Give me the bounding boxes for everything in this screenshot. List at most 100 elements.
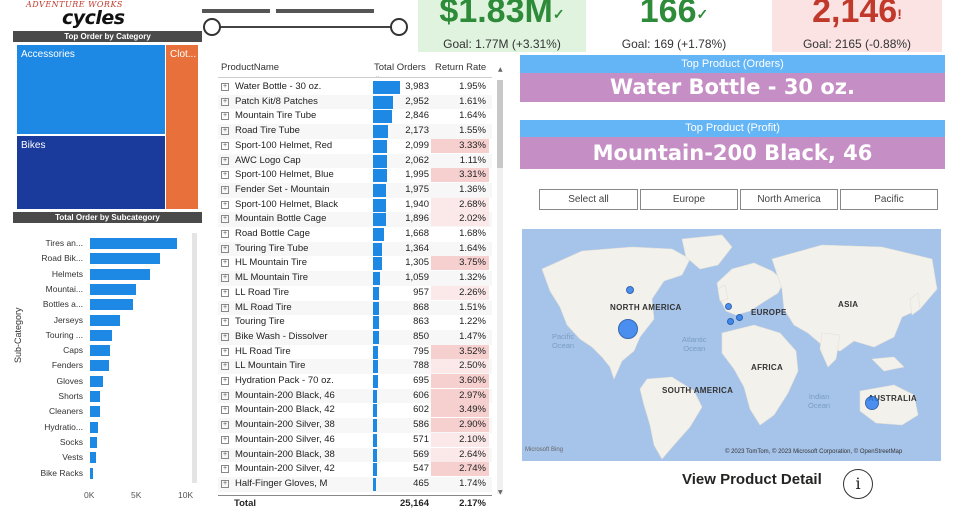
- subcategory-bar[interactable]: [90, 391, 101, 402]
- subcategory-bar[interactable]: [90, 238, 178, 249]
- expand-icon[interactable]: +: [221, 391, 229, 400]
- expand-icon[interactable]: +: [221, 450, 229, 459]
- expand-icon[interactable]: +: [221, 259, 229, 268]
- scrollbar-thumb[interactable]: [497, 80, 503, 168]
- table-row[interactable]: + Mountain-200 Silver, 38 586 2.90%: [218, 418, 492, 433]
- treemap-tile-accessories[interactable]: Accessories: [17, 45, 165, 134]
- treemap-tile-bikes[interactable]: Bikes: [17, 136, 165, 209]
- scroll-up-icon[interactable]: ▲: [498, 66, 503, 73]
- col-header-orders[interactable]: Total Orders: [374, 62, 426, 73]
- expand-icon[interactable]: +: [221, 347, 229, 356]
- table-row[interactable]: + Half-Finger Gloves, M 465 1.74%: [218, 476, 492, 492]
- expand-icon[interactable]: +: [221, 332, 229, 341]
- date-range-slider-track[interactable]: [205, 26, 401, 28]
- map-bubble-france[interactable]: [727, 318, 734, 325]
- region-select-all[interactable]: Select all: [539, 189, 638, 210]
- table-row[interactable]: + HL Mountain Tire 1,305 3.75%: [218, 256, 492, 271]
- expand-icon[interactable]: +: [221, 377, 229, 385]
- scroll-down-icon[interactable]: ▼: [498, 489, 503, 496]
- expand-icon[interactable]: +: [221, 97, 229, 106]
- subcategory-bar[interactable]: [90, 360, 109, 372]
- expand-icon[interactable]: +: [221, 127, 229, 136]
- slider-end-handle[interactable]: [390, 18, 408, 36]
- info-icon[interactable]: i: [843, 469, 873, 499]
- expand-icon[interactable]: +: [221, 362, 229, 371]
- treemap-tile-clothing[interactable]: Clot...: [166, 45, 198, 209]
- subcategory-bar[interactable]: [90, 253, 161, 265]
- table-row[interactable]: + HL Road Tire 795 3.52%: [218, 344, 492, 360]
- table-row[interactable]: + Patch Kit/8 Patches 2,952 1.61%: [218, 94, 492, 110]
- subcategory-bar[interactable]: [90, 314, 121, 326]
- table-row[interactable]: + Mountain-200 Silver, 42 547 2.74%: [218, 462, 492, 477]
- view-product-detail-button[interactable]: View Product Detail: [682, 471, 822, 488]
- table-row[interactable]: + Sport-100 Helmet, Blue 1,995 3.31%: [218, 168, 492, 183]
- col-header-return[interactable]: Return Rate: [435, 62, 487, 73]
- subcategory-bar[interactable]: [90, 329, 112, 341]
- expand-icon[interactable]: +: [221, 83, 229, 91]
- table-scrollbar[interactable]: [497, 80, 503, 494]
- subcategory-bar[interactable]: [90, 436, 97, 448]
- table-row[interactable]: + LL Road Tire 957 2.26%: [218, 285, 492, 301]
- table-row[interactable]: + Road Bottle Cage 1,668 1.68%: [218, 227, 492, 242]
- subcategory-bar[interactable]: [90, 268, 150, 280]
- expand-icon[interactable]: +: [221, 215, 229, 224]
- table-row[interactable]: + Road Tire Tube 2,173 1.55%: [218, 124, 492, 139]
- expand-icon[interactable]: +: [221, 185, 229, 194]
- region-north-america[interactable]: North America: [740, 189, 838, 210]
- table-row[interactable]: + AWC Logo Cap 2,062 1.11%: [218, 153, 492, 169]
- expand-icon[interactable]: +: [221, 318, 229, 327]
- table-row[interactable]: + ML Road Tire 868 1.51%: [218, 300, 492, 316]
- region-europe[interactable]: Europe: [640, 189, 738, 210]
- table-row[interactable]: + Mountain Bottle Cage 1,896 2.02%: [218, 212, 492, 227]
- expand-icon[interactable]: +: [221, 112, 229, 121]
- table-row[interactable]: + Mountain-200 Silver, 46 571 2.10%: [218, 432, 492, 448]
- subcategory-bar[interactable]: [90, 299, 133, 311]
- table-row[interactable]: + Sport-100 Helmet, Black 1,940 2.68%: [218, 197, 492, 213]
- map-bubble-canada[interactable]: [626, 286, 634, 294]
- table-row[interactable]: + Fender Set - Mountain 1,975 1.36%: [218, 182, 492, 198]
- map-bubble-usa[interactable]: [618, 319, 638, 339]
- table-row[interactable]: + Mountain-200 Black, 38 569 2.64%: [218, 447, 492, 463]
- map-bubble-germany[interactable]: [736, 314, 743, 321]
- map-attribution[interactable]: © 2023 TomTom, © 2023 Microsoft Corporat…: [725, 449, 903, 455]
- subcategory-bar[interactable]: [90, 406, 100, 418]
- table-row[interactable]: + Touring Tire 863 1.22%: [218, 315, 492, 330]
- subcategory-bar[interactable]: [90, 283, 136, 295]
- expand-icon[interactable]: +: [221, 406, 229, 415]
- expand-icon[interactable]: +: [221, 156, 229, 165]
- subcategory-bar[interactable]: [90, 452, 96, 464]
- expand-icon[interactable]: +: [221, 274, 229, 283]
- col-header-product[interactable]: ProductName: [221, 62, 280, 73]
- subcategory-bar[interactable]: [90, 345, 110, 357]
- expand-icon[interactable]: +: [221, 479, 229, 488]
- table-row[interactable]: + LL Mountain Tire 788 2.50%: [218, 359, 492, 374]
- expand-icon[interactable]: +: [221, 230, 229, 238]
- table-row[interactable]: + Touring Tire Tube 1,364 1.64%: [218, 241, 492, 257]
- map-bubble-uk[interactable]: [725, 303, 732, 310]
- slider-start-handle[interactable]: [203, 18, 221, 36]
- expand-icon[interactable]: +: [221, 435, 229, 444]
- expand-icon[interactable]: +: [221, 141, 229, 150]
- chart-scrollbar[interactable]: [192, 233, 197, 483]
- table-row[interactable]: + Mountain-200 Black, 42 602 3.49%: [218, 403, 492, 418]
- expand-icon[interactable]: +: [221, 200, 229, 209]
- expand-icon[interactable]: +: [221, 421, 229, 430]
- subcategory-bar[interactable]: [90, 421, 98, 433]
- table-row[interactable]: + Bike Wash - Dissolver 850 1.47%: [218, 329, 492, 345]
- sales-map[interactable]: NORTH AMERICA EUROPE ASIA AFRICA SOUTH A…: [522, 229, 941, 461]
- table-row[interactable]: + Mountain Tire Tube 2,846 1.64%: [218, 109, 492, 124]
- table-row[interactable]: + Hydration Pack - 70 oz. 695 3.60%: [218, 374, 492, 389]
- expand-icon[interactable]: +: [221, 465, 229, 474]
- subcategory-bar[interactable]: [90, 375, 104, 387]
- table-row[interactable]: + ML Mountain Tire 1,059 1.32%: [218, 271, 492, 286]
- table-row[interactable]: + Sport-100 Helmet, Red 2,099 3.33%: [218, 138, 492, 154]
- table-row[interactable]: + Water Bottle - 30 oz. 3,983 1.95%: [218, 80, 492, 95]
- subcategory-bar[interactable]: [90, 467, 94, 479]
- map-bubble-australia[interactable]: [865, 396, 879, 410]
- table-row[interactable]: + Mountain-200 Black, 46 606 2.97%: [218, 388, 492, 404]
- expand-icon[interactable]: +: [221, 244, 229, 253]
- expand-icon[interactable]: +: [221, 303, 229, 312]
- expand-icon[interactable]: +: [221, 171, 229, 180]
- expand-icon[interactable]: +: [221, 288, 229, 297]
- region-pacific[interactable]: Pacific: [840, 189, 938, 210]
